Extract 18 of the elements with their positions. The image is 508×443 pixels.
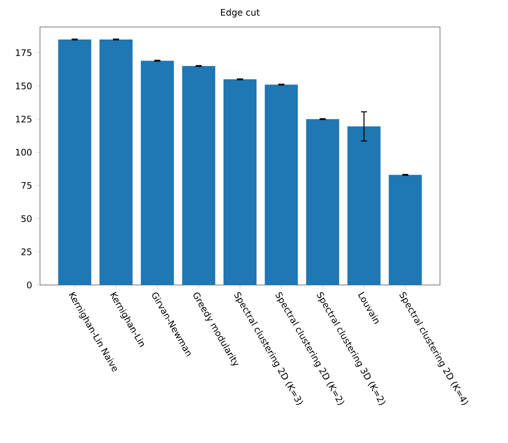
y-tick-label: 175: [16, 49, 32, 56]
bar: [347, 126, 380, 285]
bar: [306, 119, 340, 285]
y-tick-label: 150: [16, 82, 32, 90]
bar: [264, 84, 298, 285]
y-tick-label: 50: [21, 215, 32, 222]
y-tick-label: 0: [27, 282, 32, 288]
bar: [58, 39, 92, 285]
chart-title: Edge cut: [221, 8, 260, 18]
y-tick-label: 25: [21, 248, 32, 256]
bar: [182, 66, 216, 285]
bar: [388, 174, 422, 285]
y-tick-label: 100: [16, 148, 32, 156]
y-tick-label: 75: [21, 182, 32, 189]
bar: [223, 79, 257, 285]
bar: [100, 39, 133, 285]
y-tick-label: 125: [16, 116, 32, 122]
bar: [140, 60, 174, 285]
